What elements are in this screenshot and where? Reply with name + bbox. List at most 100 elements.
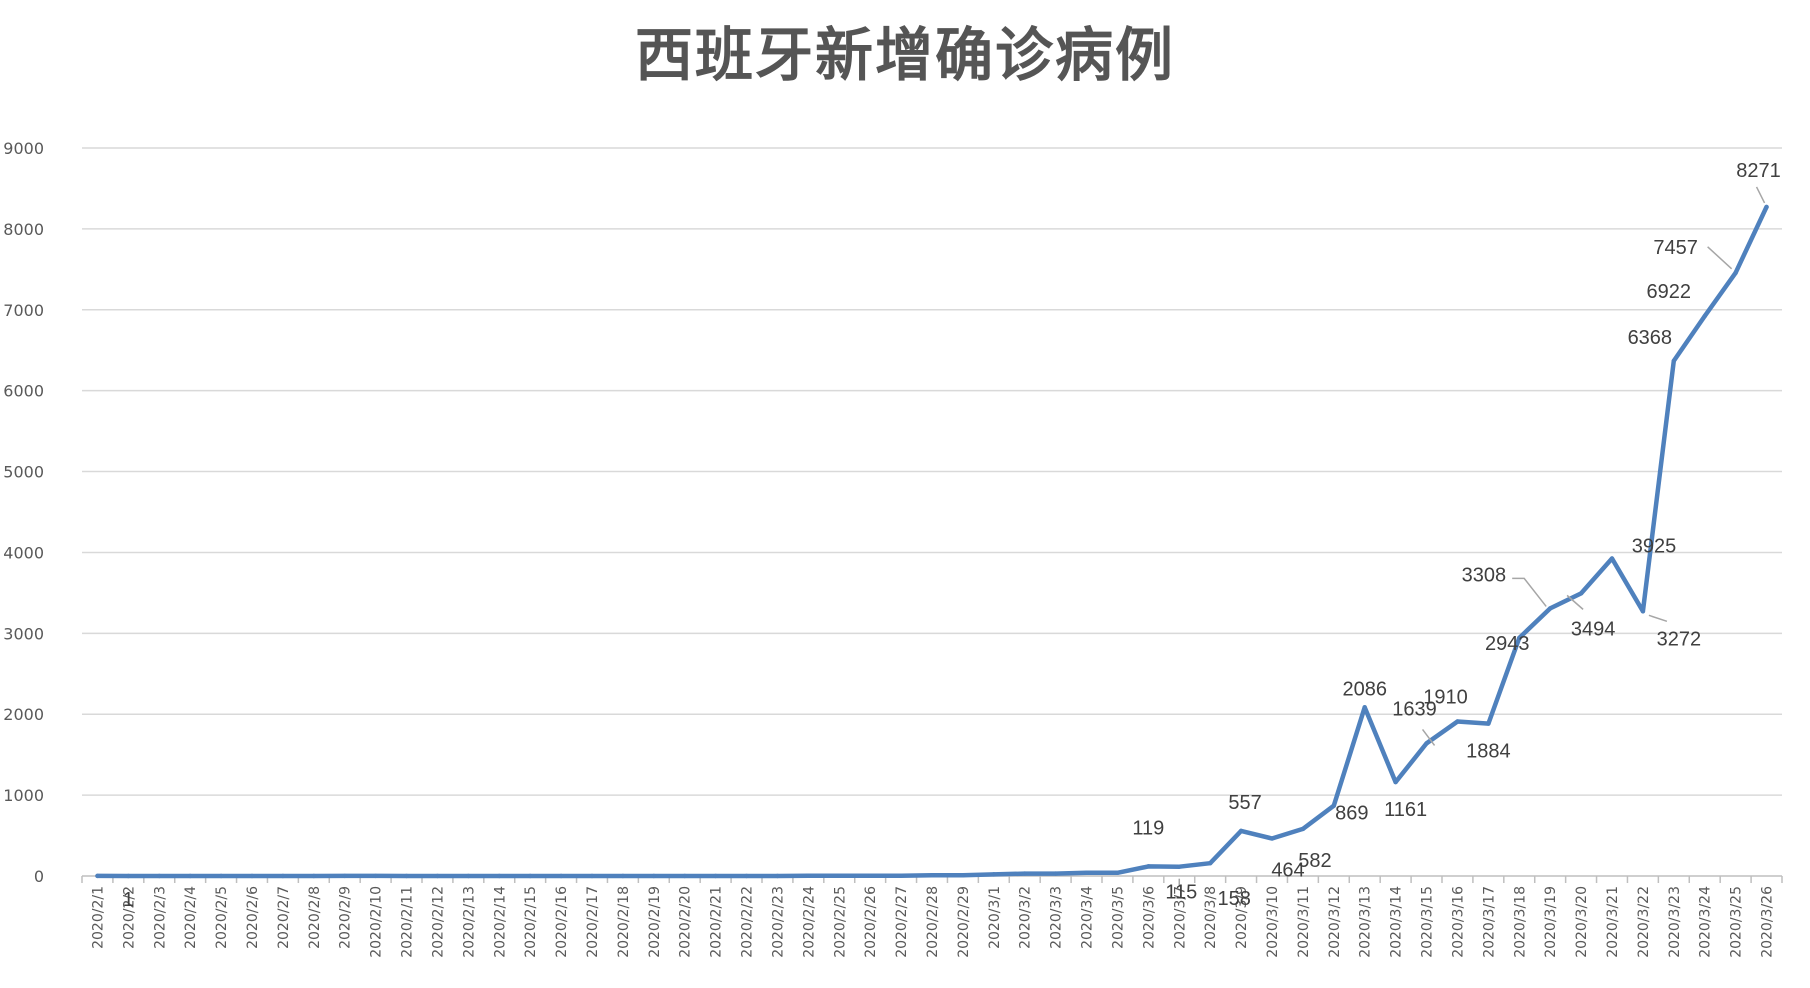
x-tick-label: 2020/2/27 <box>894 886 910 958</box>
data-label: 3272 <box>1657 628 1702 650</box>
data-point <box>497 873 502 879</box>
data-point <box>1207 861 1213 866</box>
data-point <box>991 872 997 877</box>
x-tick-label: 2020/3/21 <box>1605 886 1621 958</box>
x-tick-label: 2020/3/1 <box>987 886 1003 949</box>
x-tick-label: 2020/2/5 <box>214 886 230 949</box>
x-tick-label: 2020/3/10 <box>1265 886 1281 958</box>
x-tick-label: 2020/3/13 <box>1358 886 1374 958</box>
x-tick-label: 2020/3/24 <box>1698 886 1714 958</box>
x-tick-label: 2020/2/19 <box>647 886 663 958</box>
x-tick-label: 2020/3/4 <box>1080 886 1096 949</box>
data-point <box>744 873 749 879</box>
y-tick-label: 0 <box>34 867 44 886</box>
leader-line <box>1707 246 1733 270</box>
data-point <box>126 873 131 879</box>
x-tick-label: 2020/2/7 <box>276 886 292 949</box>
data-point <box>589 873 595 879</box>
data-point <box>775 873 780 879</box>
data-point <box>651 873 657 879</box>
x-tick-label: 2020/2/18 <box>616 886 632 958</box>
data-point <box>1609 556 1615 561</box>
data-label: 158 <box>1217 888 1250 910</box>
data-point <box>373 873 378 879</box>
data-label: 6922 <box>1646 281 1691 303</box>
data-point <box>929 872 935 878</box>
data-label: 115 <box>1165 882 1197 904</box>
y-tick-label: 8000 <box>3 220 44 239</box>
x-tick-label: 2020/2/11 <box>400 886 416 958</box>
x-tick-label: 2020/3/7 <box>1172 886 1188 949</box>
data-point <box>1300 826 1306 832</box>
data-point <box>1671 358 1677 364</box>
data-label: 1884 <box>1466 741 1511 763</box>
data-point <box>527 873 533 879</box>
x-tick-label: 2020/2/2 <box>121 886 137 949</box>
y-tick-label: 7000 <box>3 301 44 320</box>
gridlines <box>82 147 1782 877</box>
y-tick-label: 6000 <box>3 382 44 401</box>
x-tick-label: 2020/3/20 <box>1574 886 1590 958</box>
data-point <box>466 873 471 879</box>
x-tick-label: 2020/3/14 <box>1389 886 1405 958</box>
x-tick-label: 2020/3/22 <box>1636 886 1652 958</box>
x-tick-label: 2020/2/20 <box>678 886 694 958</box>
x-tick-label: 2020/3/8 <box>1203 886 1219 949</box>
x-tick-label: 2020/2/3 <box>152 886 168 949</box>
y-tick-label: 5000 <box>3 463 44 482</box>
x-tick-label: 2020/3/25 <box>1729 886 1745 958</box>
y-tick-label: 2000 <box>3 705 44 724</box>
data-point <box>280 873 286 879</box>
x-tick-label: 2020/3/19 <box>1543 886 1559 958</box>
leader-line <box>1755 186 1766 204</box>
data-point <box>1053 871 1058 876</box>
data-point <box>187 873 193 879</box>
data-point <box>435 873 440 879</box>
x-tick-label: 2020/2/13 <box>461 886 477 958</box>
data-point <box>1486 721 1491 726</box>
data-point <box>1640 609 1646 614</box>
x-tick-label: 2020/3/6 <box>1141 886 1157 949</box>
data-point <box>837 873 842 878</box>
data-label: 6368 <box>1628 327 1673 349</box>
data-label: 3308 <box>1462 564 1507 586</box>
leader-line <box>1566 594 1584 610</box>
data-label: 7457 <box>1653 237 1698 259</box>
x-tick-label: 2020/2/6 <box>245 886 261 949</box>
y-tick-label: 3000 <box>3 624 44 643</box>
y-tick-label: 1000 <box>3 786 44 805</box>
x-tick-label: 2020/3/9 <box>1234 886 1250 949</box>
data-label: 2086 <box>1342 678 1387 700</box>
y-tick-label: 9000 <box>3 139 44 158</box>
x-tick-label: 2020/2/22 <box>740 886 756 958</box>
x-tick-label: 2020/3/26 <box>1760 886 1776 958</box>
data-point <box>95 873 100 879</box>
data-point <box>311 873 317 879</box>
x-tick-label: 2020/2/16 <box>554 886 570 958</box>
data-point <box>1547 606 1553 611</box>
data-point <box>620 873 626 879</box>
data-label: 1161 <box>1384 799 1427 821</box>
data-point <box>157 873 162 879</box>
data-label: 3925 <box>1632 536 1677 558</box>
x-tick-label: 2020/3/17 <box>1481 886 1497 958</box>
data-point <box>1238 828 1244 834</box>
data-label: 1639 <box>1392 698 1437 720</box>
y-tick-label: 4000 <box>3 543 44 562</box>
data-point <box>1424 741 1429 746</box>
y-axis-ticks: 0 1000 2000 3000 4000 5000 6000 7000 8000 9000 <box>3 139 44 886</box>
x-tick-label: 2020/2/28 <box>925 886 941 958</box>
data-point <box>898 873 904 878</box>
data-point <box>1084 870 1089 875</box>
x-tick-label: 2020/2/8 <box>307 886 323 949</box>
data-point <box>1115 870 1120 875</box>
data-point <box>342 873 347 879</box>
data-point <box>1393 779 1398 785</box>
x-tick-label: 2020/2/23 <box>770 886 786 958</box>
data-label: 464 <box>1271 859 1304 881</box>
leader-line <box>1421 728 1436 746</box>
x-tick-label: 2020/2/25 <box>832 886 848 958</box>
data-label: 869 <box>1335 803 1368 825</box>
